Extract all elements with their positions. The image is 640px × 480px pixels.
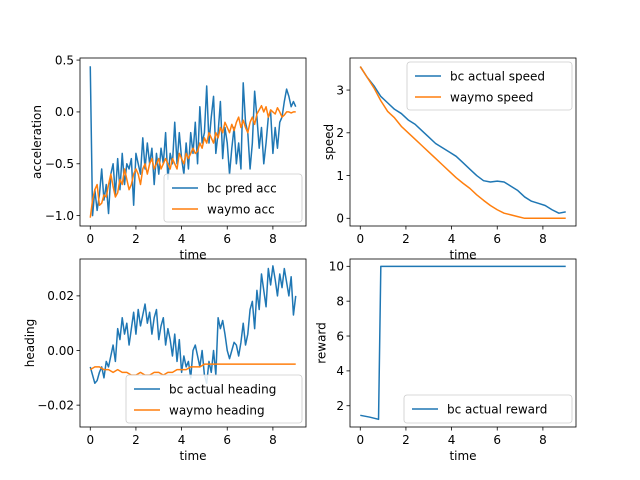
chart1-legend-label-2: waymo acc [207,203,275,217]
chart2-legend-label-1: bc actual speed [450,70,545,84]
chart3-xtick-label: 6 [223,433,231,447]
chart3-xlabel: time [179,449,206,463]
chart3-xtick-label: 8 [269,433,277,447]
chart4-ytick-label: 8 [336,294,344,308]
chart2-xtick-label: 8 [539,232,547,246]
chart3-legend-label-1: bc actual heading [169,383,276,397]
chart4-xtick-label: 8 [539,433,547,447]
chart1-ytick-label: 0.0 [55,105,74,119]
chart1-ytick-label: 0.5 [55,53,74,67]
chart4-xlabel: time [449,449,476,463]
chart3-axes-frame [79,258,307,428]
chart1-series-1-line [89,66,297,217]
chart3-ytick-label: −0.02 [37,398,74,412]
chart3-ytick-label: 0.00 [47,344,74,358]
chart2-xtick-label: 0 [356,232,364,246]
chart3-series-1-line [89,265,297,385]
chart2-ylabel: speed [322,124,336,160]
chart1-ytick-label: −1.0 [45,209,74,223]
chart2-legend-box [406,61,573,111]
chart1-xtick-label: 4 [178,232,186,246]
chart3-ytick-label: 0.02 [47,289,74,303]
chart4-xtick-label: 4 [448,433,456,447]
chart2-legend-label-2: waymo speed [450,91,533,105]
chart4-axes-frame [349,258,577,428]
chart4-xtick-label: 0 [356,433,364,447]
chart2-ytick-label: 0 [336,212,344,226]
chart2-xtick-label: 6 [493,232,501,246]
chart2-ytick-label: 3 [336,83,344,97]
chart1-series-2-line [89,104,296,218]
chart3-xtick-label: 0 [86,433,94,447]
chart1-legend-label-1: bc pred acc [207,182,277,196]
chart4-series-1-line [360,265,566,421]
chart1-xlabel: time [179,248,206,262]
chart4-ytick-label: 10 [329,260,344,274]
chart1-legend-box [163,173,303,223]
chart2-xtick-label: 4 [448,232,456,246]
chart3-legend-box [125,374,303,424]
chart4-legend-label-1: bc actual reward [447,403,547,417]
chart2-series-2-line [359,66,566,220]
chart4-legend-box [403,394,573,424]
chart1-xtick-label: 2 [132,232,140,246]
chart4-ylabel: reward [315,322,329,364]
chart2-series-1-line [359,66,566,214]
chart1-ytick-label: −0.5 [45,157,74,171]
chart2-xtick-label: 2 [402,232,410,246]
chart3-series-2-line [89,363,296,376]
chart2-xlabel: time [449,248,476,262]
chart4-xtick-label: 2 [402,433,410,447]
chart3-xtick-label: 4 [178,433,186,447]
chart2-ytick-label: 2 [336,126,344,140]
chart1-xtick-label: 0 [86,232,94,246]
chart3-legend-label-2: waymo heading [169,404,265,418]
chart4-ytick-label: 4 [336,364,344,378]
chart1-xtick-label: 6 [223,232,231,246]
chart2-axes-frame [349,57,577,227]
chart4-ytick-label: 2 [336,399,344,413]
chart1-ylabel: acceleration [30,105,44,179]
chart1-axes-frame [79,57,307,227]
chart4-xtick-label: 6 [493,433,501,447]
chart1-xtick-label: 8 [269,232,277,246]
chart4-ytick-label: 6 [336,329,344,343]
chart2-ytick-label: 1 [336,169,344,183]
chart3-xtick-label: 2 [132,433,140,447]
chart3-ylabel: heading [23,319,37,368]
